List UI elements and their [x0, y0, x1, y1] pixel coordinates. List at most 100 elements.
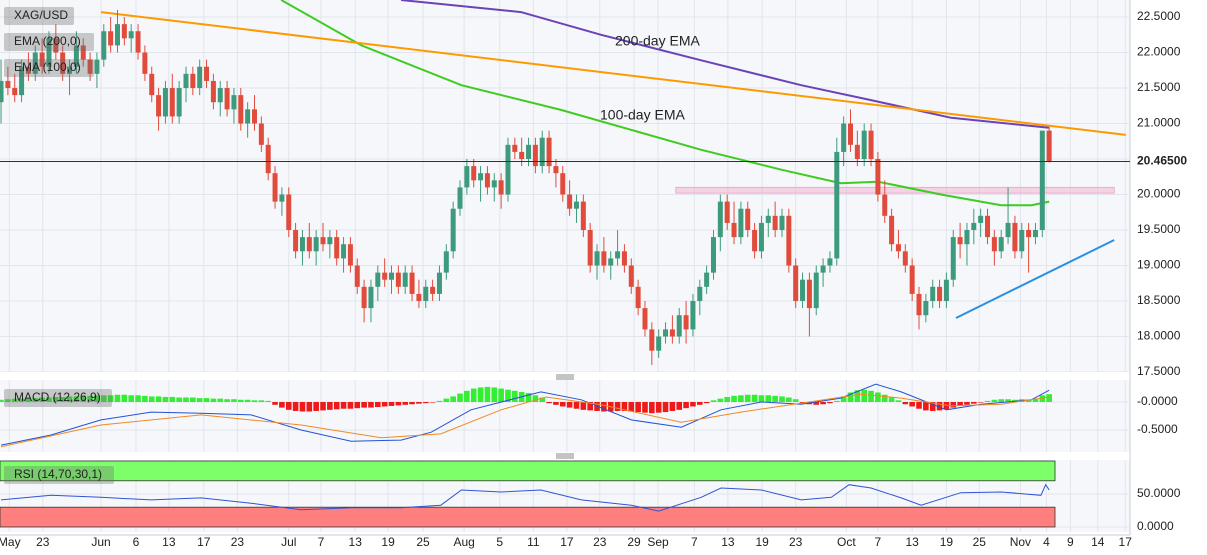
candle-body	[183, 73, 189, 89]
x-tick-label: 4	[1043, 535, 1050, 549]
macd-bar	[190, 397, 196, 403]
candle-body	[587, 230, 593, 266]
candle-body	[1012, 222, 1018, 252]
macd-bar	[39, 397, 45, 403]
macd-bar	[135, 395, 141, 403]
ema-line	[400, 0, 1050, 129]
y-tick-label: 21.5000	[1137, 80, 1181, 94]
candle-body	[889, 215, 895, 245]
pane-layer	[0, 383, 1130, 448]
macd-bar	[183, 397, 189, 403]
macd-bar	[758, 395, 765, 403]
candle-body	[142, 52, 148, 74]
x-tick-label: Nov	[1010, 535, 1031, 549]
candle-body	[745, 208, 751, 231]
macd-bar	[87, 395, 93, 403]
y-tick-label: 18.5000	[1137, 293, 1181, 307]
macd-bar	[786, 397, 792, 403]
macd-bar	[991, 399, 998, 403]
candle-body	[430, 286, 436, 294]
legend-label: MACD (12,26,9)	[14, 390, 101, 404]
candle-body	[53, 38, 59, 53]
pane-handle[interactable]	[556, 453, 574, 459]
macd-bar	[244, 399, 251, 403]
macd-bar	[375, 402, 381, 408]
macd-bar	[710, 400, 717, 403]
x-tick-label: 17	[1119, 535, 1133, 549]
macd-bar	[258, 400, 265, 403]
legend-label: EMA (100,0)	[14, 60, 81, 74]
candle-body	[567, 194, 573, 209]
candle-body	[930, 286, 936, 302]
macd-bar	[1032, 398, 1039, 403]
macd-bar	[628, 402, 635, 412]
x-tick-label: 23	[593, 535, 607, 549]
candle-body	[985, 215, 991, 238]
y-tick-label: 18.0000	[1137, 329, 1181, 343]
x-tick-label: 7	[318, 535, 325, 549]
candle-body	[717, 201, 723, 238]
macd-bar	[717, 398, 724, 403]
candle-body	[608, 258, 614, 266]
candle-body	[258, 123, 264, 145]
candle-body	[690, 301, 696, 330]
macd-bar	[313, 402, 319, 411]
candle-body	[197, 66, 203, 89]
pane-handle[interactable]	[556, 374, 574, 380]
macd-bar	[237, 399, 244, 403]
x-tick-label: 13	[349, 535, 363, 549]
candle-body	[32, 52, 38, 74]
macd-bar	[73, 396, 80, 403]
macd-bar	[977, 402, 984, 403]
macd-bar	[210, 398, 217, 403]
macd-bar	[505, 389, 511, 403]
candle-body	[80, 45, 86, 60]
candle-body	[704, 272, 710, 287]
y-tick-label: 20.0000	[1137, 187, 1181, 201]
candle-body	[375, 272, 381, 287]
macd-bar	[971, 402, 977, 404]
macd-bar	[80, 395, 87, 403]
macd-bar	[909, 402, 915, 407]
macd-bar	[155, 396, 162, 403]
macd-bar	[847, 392, 854, 403]
candle-body	[217, 88, 223, 103]
x-tick-label: Jun	[91, 535, 110, 549]
candle-body	[443, 251, 449, 273]
macd-bar	[642, 402, 648, 413]
last-price-label: 20.46500	[1137, 154, 1187, 168]
x-tick-label: 6	[133, 535, 140, 549]
candle-body	[286, 194, 292, 231]
macd-bar	[299, 402, 306, 412]
macd-bar	[772, 395, 778, 403]
macd-bar	[388, 402, 395, 406]
macd-bar	[354, 402, 361, 409]
macd-bar	[53, 396, 59, 403]
macd-bar	[464, 390, 470, 403]
candle-body	[642, 308, 648, 330]
y-tick-label: 22.5000	[1137, 9, 1181, 23]
candle-body	[299, 237, 305, 252]
candle-body	[224, 88, 230, 110]
macd-bar	[1025, 399, 1032, 403]
candle-body	[786, 215, 792, 266]
x-tick-label: 25	[416, 535, 430, 549]
macd-bar	[498, 388, 504, 403]
candle-body	[519, 151, 525, 160]
candle-body	[594, 251, 600, 266]
x-tick-label: 23	[231, 535, 245, 549]
macd-bar	[436, 400, 443, 403]
macd-pane	[0, 380, 1130, 452]
x-tick-label: 17	[560, 535, 574, 549]
candle-body	[1019, 230, 1025, 252]
macd-bar	[32, 398, 39, 403]
candle-body	[306, 237, 312, 252]
macd-bar	[409, 402, 415, 405]
rsi-band	[0, 460, 1056, 482]
macd-bar	[601, 402, 607, 412]
macd-bar	[566, 402, 573, 408]
candle-body	[389, 272, 395, 280]
macd-bar	[224, 399, 230, 403]
macd-bar	[827, 402, 833, 404]
